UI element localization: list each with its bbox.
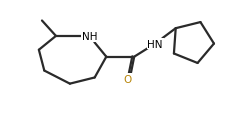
Text: O: O [123, 74, 131, 84]
Text: HN: HN [147, 39, 163, 49]
Text: NH: NH [82, 32, 98, 41]
